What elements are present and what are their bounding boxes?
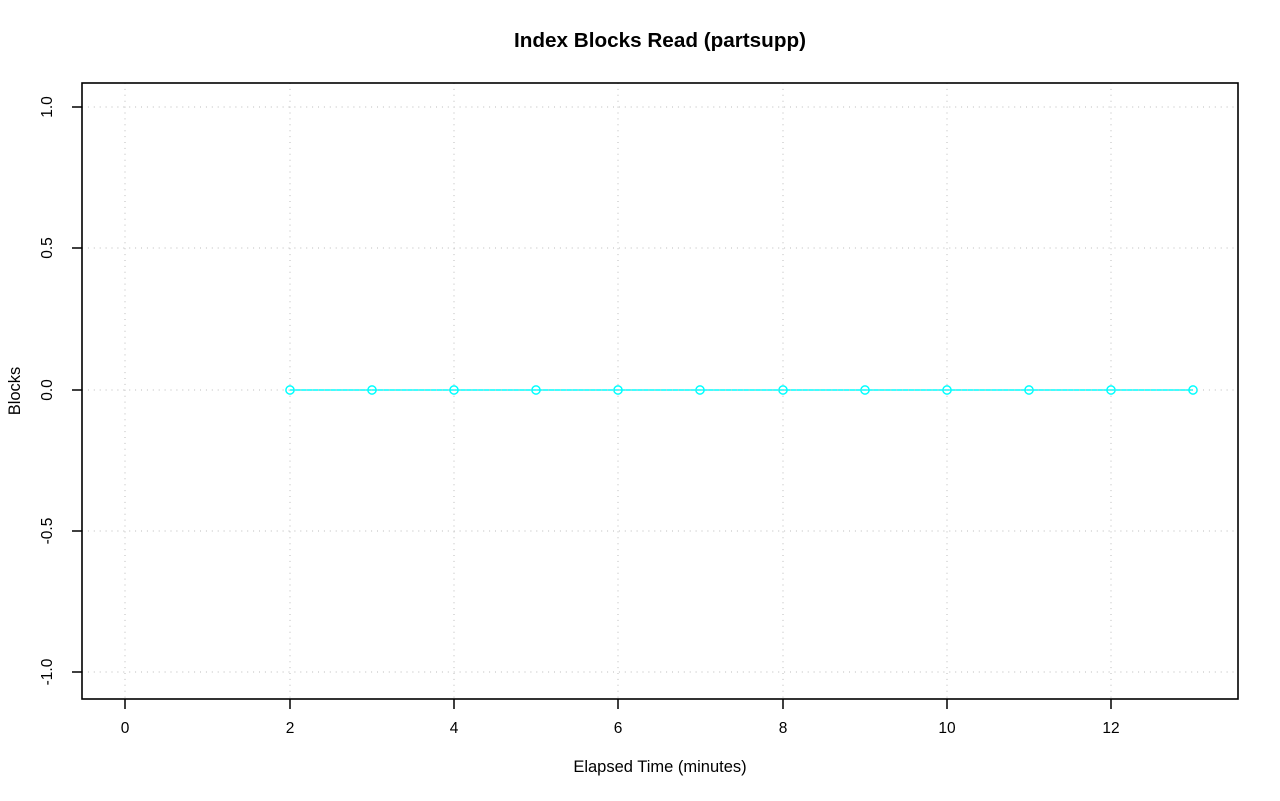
svg-text:-0.5: -0.5 [39,518,56,545]
svg-text:0.0: 0.0 [39,379,56,401]
svg-text:Elapsed Time (minutes): Elapsed Time (minutes) [573,758,746,776]
svg-text:Blocks: Blocks [6,367,24,416]
svg-text:Index Blocks Read (partsupp): Index Blocks Read (partsupp) [514,29,806,52]
svg-text:1.0: 1.0 [39,96,56,118]
svg-text:4: 4 [450,720,459,737]
svg-text:8: 8 [779,720,788,737]
svg-text:2: 2 [286,720,295,737]
svg-text:10: 10 [938,720,956,737]
svg-text:6: 6 [614,720,623,737]
svg-text:-1.0: -1.0 [39,658,56,685]
svg-text:0.5: 0.5 [39,237,56,259]
svg-text:12: 12 [1102,720,1119,737]
svg-text:0: 0 [121,720,130,737]
